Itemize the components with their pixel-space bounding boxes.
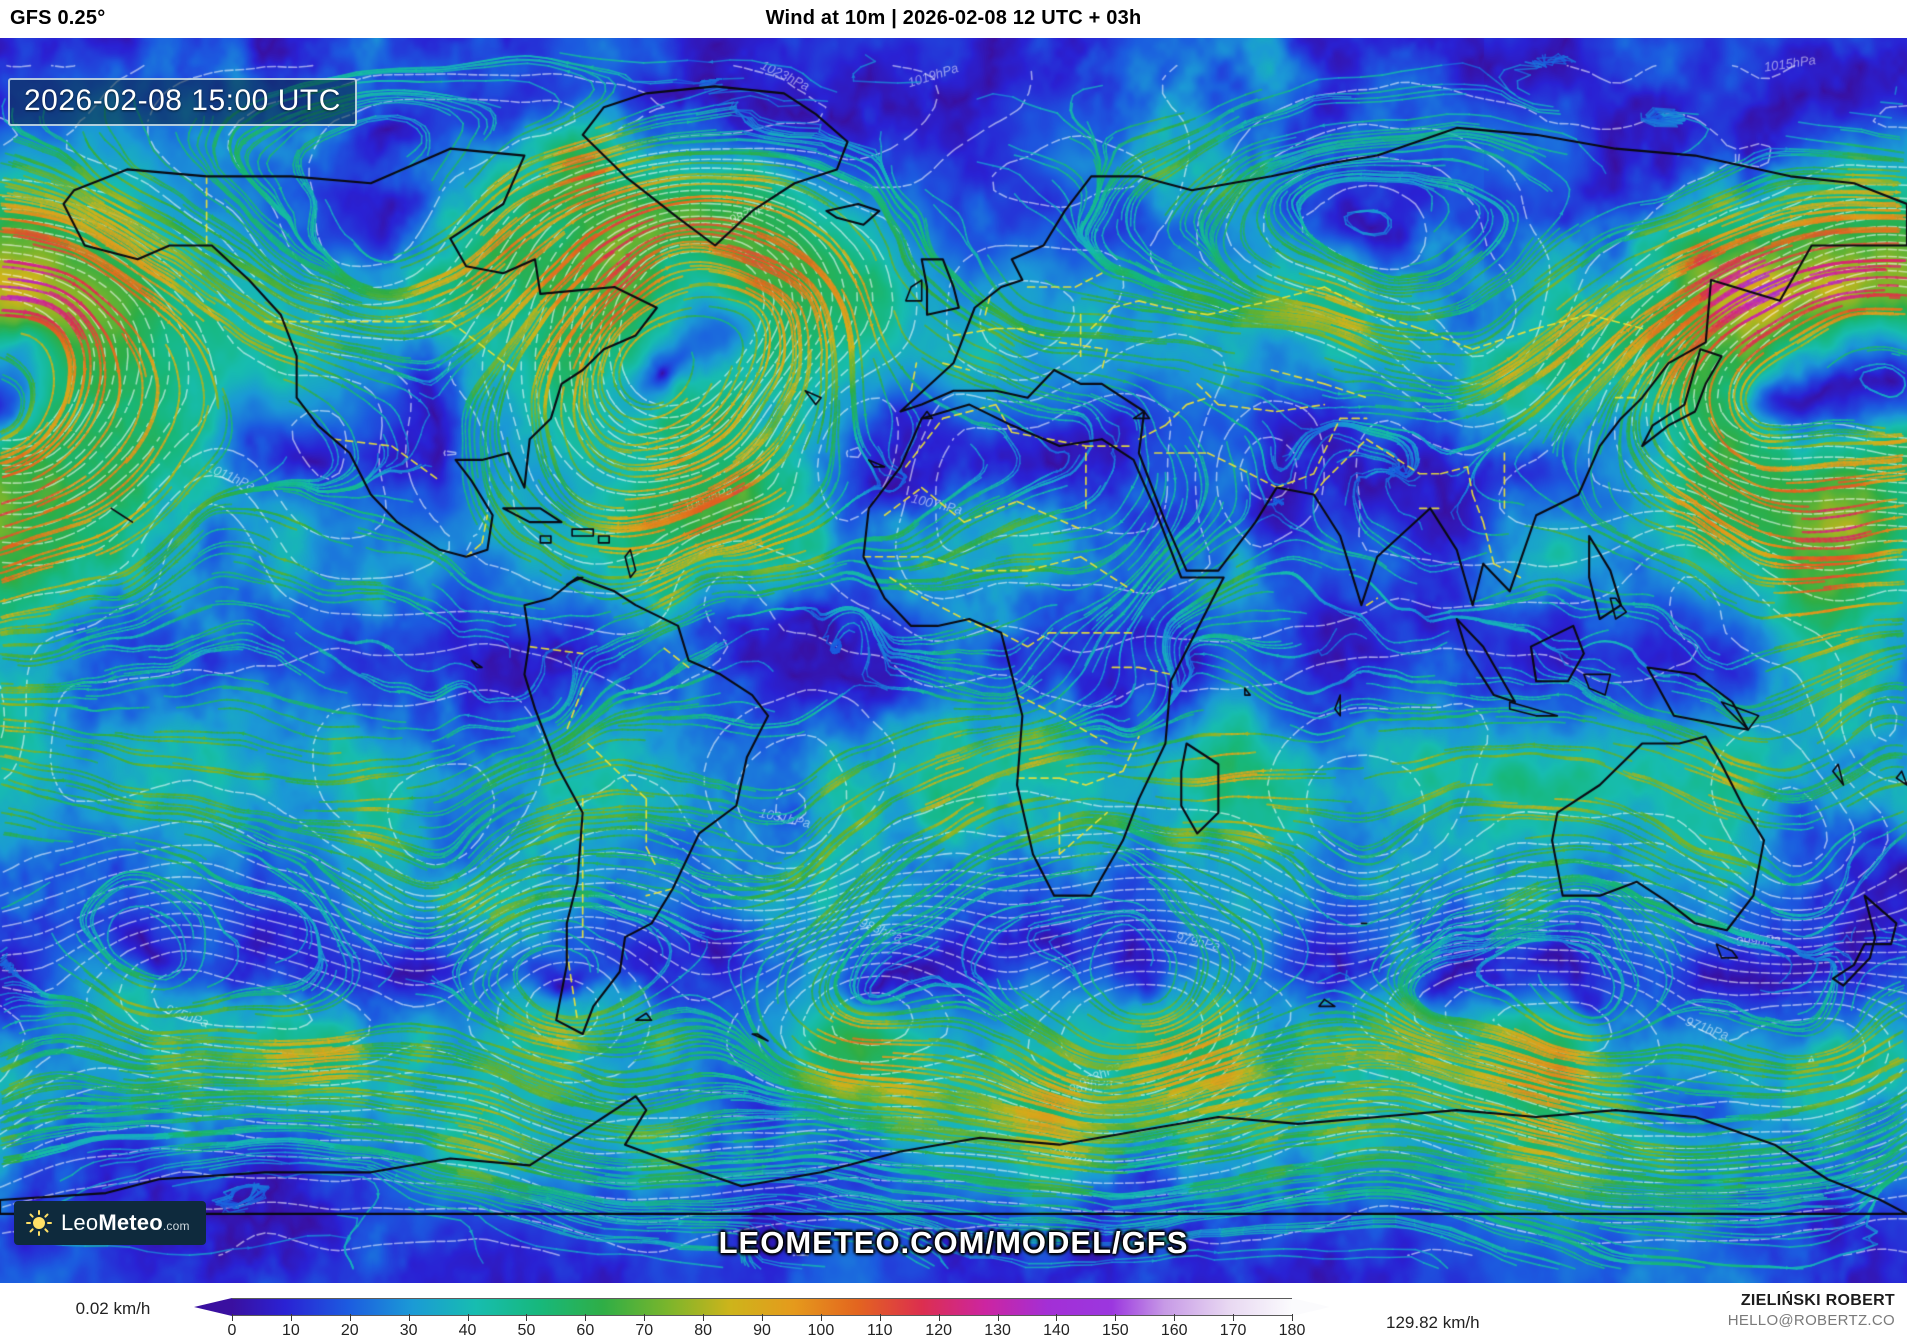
colorbar-tick [997, 1314, 999, 1321]
colorbar-tick-label: 50 [517, 1322, 536, 1339]
colorbar-tick-label: 160 [1160, 1322, 1188, 1339]
colorbar-tick [820, 1314, 822, 1321]
colorbar-tick-label: 90 [753, 1322, 771, 1339]
colorbar[interactable] [194, 1297, 1332, 1317]
colorbar-max-label: 129.82 km/h [1386, 1313, 1480, 1332]
page-title: Wind at 10m | 2026-02-08 12 UTC + 03h [765, 7, 1142, 29]
logo-suffix: .com [162, 1219, 190, 1233]
colorbar-tick-label: 110 [867, 1322, 893, 1339]
logo-text: LeoMeteo.com [61, 1210, 190, 1236]
colorbar-tick [1056, 1314, 1058, 1321]
colorbar-tick [1174, 1314, 1176, 1321]
colorbar-tick-label: 10 [281, 1322, 300, 1339]
logo-bold: Meteo [98, 1210, 163, 1235]
colorbar-tick [467, 1314, 469, 1321]
map-canvas-container[interactable]: 2026-02-08 15:00 UTC LeoMeteo.com LEOMET… [0, 38, 1907, 1283]
watermark: LEOMETEO.COM/MODEL/GFS [718, 1225, 1189, 1260]
colorbar-tick [349, 1314, 351, 1321]
colorbar-tick-label: 60 [576, 1322, 595, 1339]
colorbar-tick [1115, 1314, 1117, 1321]
colorbar-tick-label: 150 [1101, 1322, 1129, 1339]
credit-email: HELLO@ROBERTZ.CO [1727, 1312, 1895, 1330]
credit-block: ZIELIŃSKI ROBERT HELLO@ROBERTZ.CO [1728, 1290, 1895, 1331]
colorbar-tick-label: 180 [1278, 1322, 1306, 1339]
colorbar-tick [938, 1314, 940, 1321]
logo-lead: Leo [61, 1210, 99, 1235]
wind-field-canvas[interactable] [0, 38, 1907, 1283]
colorbar-tick [762, 1314, 763, 1321]
colorbar-tick [644, 1314, 646, 1321]
colorbar-tick-label: 130 [984, 1322, 1011, 1339]
colorbar-tick-label: 30 [399, 1322, 418, 1339]
colorbar-tick [232, 1314, 233, 1321]
colorbar-tick-label: 170 [1219, 1322, 1247, 1339]
colorbar-tick [703, 1314, 705, 1321]
colorbar-tick-label: 20 [340, 1322, 359, 1339]
sun-icon [26, 1210, 52, 1236]
colorbar-tick-label: 120 [925, 1322, 953, 1339]
colorbar-ticks: 0 10 20 30 40 50 60 70 80 90 100 110 120 130 140 150 160… [228, 1314, 1305, 1342]
colorbar-tick [879, 1314, 881, 1321]
map-timestamp-badge: 2026-02-08 15:00 UTC [8, 78, 357, 126]
model-label: GFS 0.25° [10, 7, 106, 29]
colorbar-tick [526, 1314, 528, 1321]
colorbar-right-arrow [1292, 1298, 1330, 1316]
credit-name: ZIELIŃSKI ROBERT [1740, 1292, 1895, 1309]
colorbar-left-arrow [194, 1298, 232, 1316]
colorbar-tick-label: 100 [807, 1322, 835, 1339]
colorbar-tick [290, 1314, 292, 1321]
colorbar-tick-label: 70 [635, 1322, 654, 1339]
colorbar-tick [1233, 1314, 1235, 1321]
colorbar-tick-label: 80 [694, 1322, 713, 1339]
colorbar-tick [408, 1314, 410, 1321]
colorbar-tick-label: 0 [227, 1322, 237, 1339]
colorbar-tick-label: 140 [1043, 1322, 1070, 1339]
header-bar: GFS 0.25° Wind at 10m | 2026-02-08 12 UT… [0, 0, 1907, 38]
colorbar-tick [1292, 1314, 1293, 1321]
colorbar-tick [585, 1314, 587, 1321]
leometeo-logo[interactable]: LeoMeteo.com [14, 1201, 206, 1245]
colorbar-min-label: 0.02 km/h [75, 1299, 151, 1318]
colorbar-tick-label: 40 [458, 1322, 477, 1339]
